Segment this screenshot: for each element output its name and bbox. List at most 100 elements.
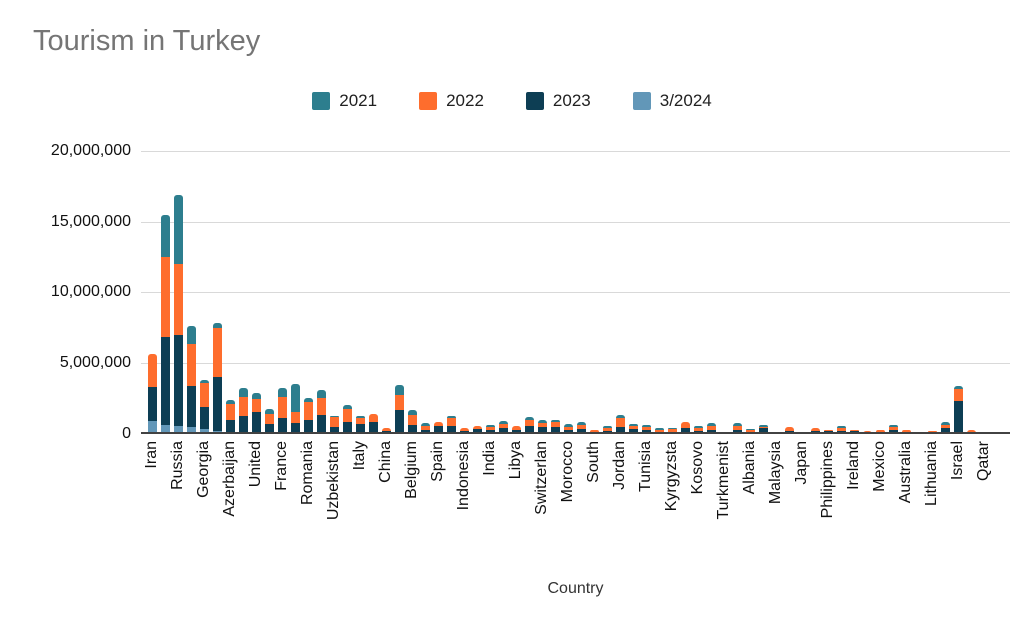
bar-segment-2021 (706, 423, 716, 426)
y-axis-tick-label: 15,000,000 (50, 213, 131, 230)
legend-label: 2022 (446, 91, 484, 110)
bar-segment-2021 (342, 405, 352, 409)
bar-segment-2021 (303, 398, 313, 402)
bar (186, 326, 196, 434)
bar-segment-3-2024 (173, 426, 183, 434)
bar-segment-2022 (615, 418, 625, 427)
y-axis-tick-label: 0 (122, 425, 131, 442)
bar-segment-2022 (875, 430, 885, 432)
bar-segment-2021 (732, 423, 742, 426)
bar-segment-2022 (173, 264, 183, 335)
x-axis-line (141, 432, 1010, 434)
bar-russia (173, 195, 183, 434)
bar-segment-2022 (238, 397, 248, 416)
bar-segment-2023 (342, 422, 352, 434)
legend-label: 3/2024 (659, 91, 712, 110)
bar-segment-2021 (641, 425, 651, 427)
bar-segment-2021 (329, 416, 339, 417)
bar-segment-2021 (251, 393, 261, 399)
bar-segment-2022 (342, 409, 352, 422)
bar-segment-3-2024 (199, 429, 209, 434)
bar-segment-2021 (836, 426, 846, 428)
bar (576, 422, 586, 434)
bar (472, 426, 482, 434)
bar-segment-2021 (407, 410, 417, 415)
bar-segment-2021 (485, 425, 495, 427)
bar-segment-2022 (498, 424, 508, 428)
bar-segment-2022 (381, 428, 391, 431)
legend-label: 2023 (552, 91, 591, 110)
bar-georgia (199, 380, 209, 434)
x-axis-tick-label: India (481, 441, 498, 476)
x-axis-title: Country (547, 580, 604, 597)
bar-segment-2023 (446, 426, 456, 434)
bar-segment-2022 (394, 395, 404, 410)
legend-item-2022: 2022 (419, 92, 484, 110)
bar (160, 215, 170, 434)
x-axis-tick-label: Ireland (845, 441, 862, 490)
bar-segment-2021 (316, 390, 326, 398)
bar-segment-2022 (355, 418, 365, 424)
x-axis-tick-label: Iran (143, 441, 160, 469)
bar-segment-2023 (355, 424, 365, 434)
bar-segment-2021 (173, 195, 183, 264)
bar-segment-2021 (446, 416, 456, 418)
x-axis-tick-label: Philippines (819, 441, 836, 519)
legend-swatch-icon (419, 92, 438, 110)
bar-segment-2022 (836, 428, 846, 431)
bar-segment-2022 (264, 414, 274, 424)
bar-segment-2022 (251, 399, 261, 412)
bar-segment-2022 (472, 426, 482, 429)
x-axis-tick-label: Spain (429, 441, 446, 482)
x-axis-tick-label: France (273, 441, 290, 491)
bar-segment-2022 (940, 425, 950, 428)
x-axis-tick-label: Kosovo (689, 441, 706, 495)
bar-segment-2022 (901, 430, 911, 432)
bar-segment-2023 (940, 428, 950, 434)
x-axis-tick-label: Switzerlan (533, 441, 550, 515)
bar-segment-2022 (368, 414, 378, 422)
x-axis-tick-label: Turkmenist (715, 441, 732, 520)
bar-segment-2022 (160, 257, 170, 337)
bar-segment-2023 (524, 426, 534, 434)
bar-azerbaijan (225, 400, 235, 434)
bar-romania (303, 398, 313, 434)
bar (550, 420, 560, 434)
x-axis-tick-label: Romania (299, 441, 316, 506)
bar-segment-2023 (212, 377, 222, 431)
bar-segment-3-2024 (186, 427, 196, 434)
bar-segment-2022 (693, 428, 703, 431)
bar-segment-2022 (745, 430, 755, 432)
bar-segment-2021 (186, 326, 196, 344)
x-axis-tick-label: Italy (351, 441, 368, 471)
bar-segment-2022 (277, 397, 287, 418)
x-axis-tick-label: Qatar (975, 441, 992, 482)
x-axis-tick-label: Japan (793, 441, 810, 485)
bar (680, 422, 690, 434)
x-axis-tick-label: Lithuania (923, 441, 940, 506)
bar-segment-2021 (238, 388, 248, 397)
bar-segment-2023 (394, 410, 404, 434)
bar-segment-2022 (758, 427, 768, 428)
bar (212, 323, 222, 434)
bar-segment-2022 (576, 425, 586, 429)
x-axis-tick-label: Mexico (871, 441, 888, 492)
bar-segment-2022 (524, 420, 534, 426)
bar-segment-2022 (732, 426, 742, 430)
bar-segment-2022 (706, 426, 716, 430)
bar-segment-2022 (420, 426, 430, 430)
bar-segment-2021 (563, 424, 573, 427)
bar-iran (147, 354, 157, 434)
bar-segment-2021 (758, 425, 768, 427)
legend-swatch-icon (632, 92, 651, 110)
bar-segment-2021 (576, 422, 586, 425)
x-axis-tick-label: Israel (949, 441, 966, 481)
bar-segment-2021 (537, 420, 547, 423)
bar-segment-2023 (264, 424, 274, 434)
bar-segment-2023 (329, 427, 339, 434)
bar-segment-2021 (602, 426, 612, 428)
bar-segment-2021 (940, 422, 950, 425)
bar-segment-2021 (693, 426, 703, 428)
bar (758, 425, 768, 434)
x-axis-tick-label: Jordan (611, 441, 628, 490)
